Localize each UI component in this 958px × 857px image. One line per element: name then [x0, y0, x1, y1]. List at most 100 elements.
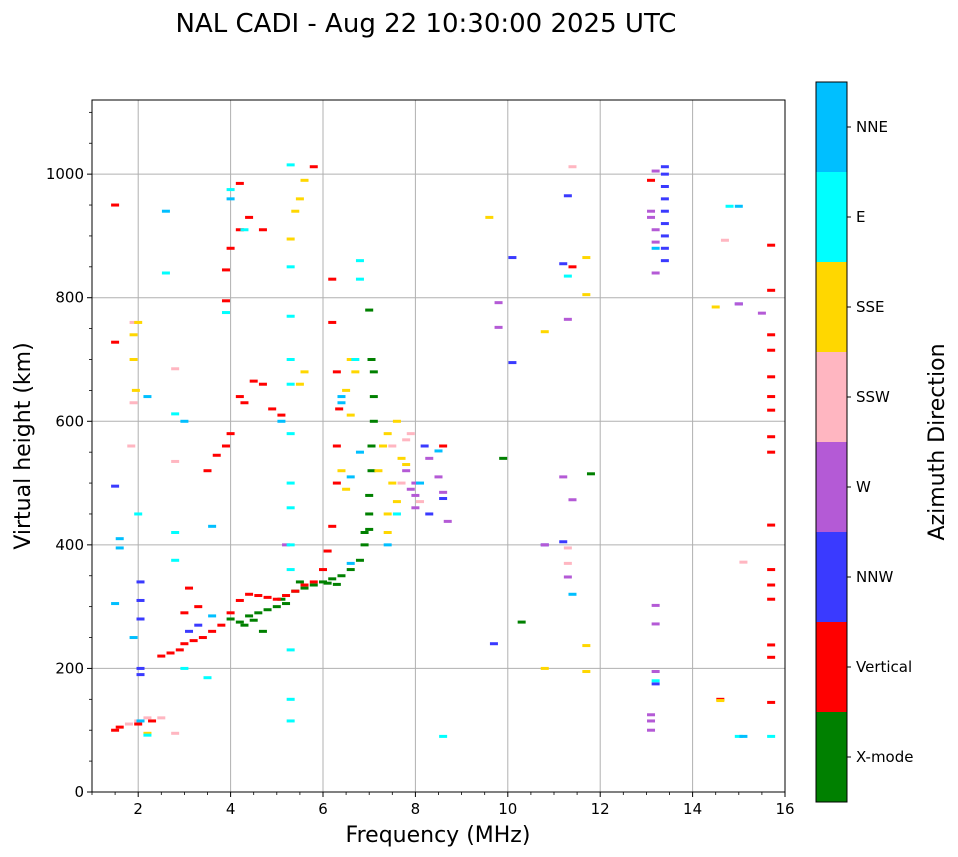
- data-point: [647, 209, 656, 213]
- x-tick-label: 8: [411, 800, 421, 818]
- data-point: [365, 512, 374, 516]
- data-point: [767, 523, 776, 527]
- data-point: [212, 453, 221, 457]
- data-point: [161, 209, 170, 213]
- data-point: [369, 370, 378, 374]
- y-tick-label: 600: [55, 412, 84, 430]
- x-tick-label: 16: [775, 800, 794, 818]
- data-point: [143, 731, 152, 735]
- data-point: [272, 605, 281, 609]
- y-axis-label: Virtual height (km): [11, 342, 36, 549]
- data-point: [360, 543, 369, 547]
- data-point: [739, 734, 748, 738]
- x-tick-label: 12: [591, 800, 610, 818]
- data-point: [143, 716, 152, 720]
- data-point: [180, 419, 189, 423]
- data-point: [582, 256, 591, 260]
- data-point: [221, 268, 230, 272]
- data-point: [757, 311, 766, 315]
- data-point: [277, 413, 286, 417]
- data-point: [194, 623, 203, 627]
- data-point: [392, 512, 401, 516]
- data-point: [346, 561, 355, 565]
- y-tick-label: 0: [74, 783, 84, 801]
- data-point: [647, 719, 656, 723]
- data-point: [434, 475, 443, 479]
- data-point: [272, 597, 281, 601]
- data-point: [111, 203, 120, 207]
- data-point: [277, 419, 286, 423]
- data-point: [143, 733, 152, 737]
- data-point: [425, 456, 434, 460]
- data-point: [245, 215, 254, 219]
- data-point: [351, 358, 360, 361]
- data-point: [563, 561, 572, 565]
- data-point: [203, 676, 212, 680]
- colorbar-segment: [816, 172, 847, 262]
- data-point: [439, 734, 448, 738]
- data-point: [392, 419, 401, 423]
- data-point: [351, 370, 360, 374]
- data-point: [367, 469, 376, 473]
- data-point: [346, 358, 355, 361]
- chart-title: NAL CADI - Aug 22 10:30:00 2025 UTC: [176, 9, 677, 39]
- data-point: [383, 432, 392, 436]
- data-point: [767, 643, 776, 647]
- data-point: [111, 484, 120, 488]
- data-point: [586, 472, 595, 476]
- data-point: [369, 419, 378, 423]
- data-point: [221, 299, 230, 303]
- data-point: [286, 506, 295, 510]
- data-point: [563, 575, 572, 579]
- data-point: [166, 651, 175, 655]
- data-point: [388, 481, 397, 485]
- data-point: [439, 444, 448, 448]
- data-point: [494, 325, 503, 329]
- colorbar-segment: [816, 262, 847, 352]
- data-point: [767, 435, 776, 439]
- data-point: [568, 265, 577, 269]
- data-point: [180, 642, 189, 646]
- data-point: [411, 481, 420, 485]
- data-point: [286, 382, 295, 386]
- data-point: [240, 623, 249, 627]
- data-point: [568, 498, 577, 502]
- data-point: [332, 582, 341, 586]
- data-point: [660, 172, 669, 176]
- colorbar-label: Azimuth Direction: [925, 343, 950, 540]
- data-point: [489, 642, 498, 646]
- data-point: [171, 531, 180, 534]
- data-point: [332, 370, 341, 374]
- data-point: [397, 481, 406, 485]
- data-point: [268, 407, 277, 411]
- data-point: [355, 558, 364, 562]
- x-tick-label: 6: [318, 800, 328, 818]
- data-point: [175, 648, 184, 652]
- data-point: [157, 716, 166, 720]
- data-point: [136, 617, 145, 621]
- colorbar-tick-label: W: [856, 478, 871, 496]
- colorbar-tick-label: X-mode: [856, 748, 913, 766]
- data-point: [360, 531, 369, 534]
- data-point: [767, 450, 776, 454]
- data-point: [235, 228, 244, 232]
- data-point: [286, 314, 295, 318]
- data-point: [171, 367, 180, 371]
- y-tick-label: 200: [55, 659, 84, 677]
- data-point: [300, 583, 309, 587]
- data-point: [563, 194, 572, 198]
- data-point: [124, 722, 133, 726]
- data-point: [374, 469, 383, 473]
- data-point: [767, 700, 776, 704]
- data-point: [136, 673, 145, 677]
- series-nne: [111, 197, 748, 738]
- data-point: [420, 444, 429, 448]
- data-point: [739, 560, 748, 564]
- data-point: [161, 271, 170, 275]
- x-tick-label: 4: [226, 800, 236, 818]
- data-point: [208, 614, 217, 618]
- data-point: [127, 444, 136, 448]
- data-point: [111, 340, 120, 344]
- data-point: [185, 629, 194, 633]
